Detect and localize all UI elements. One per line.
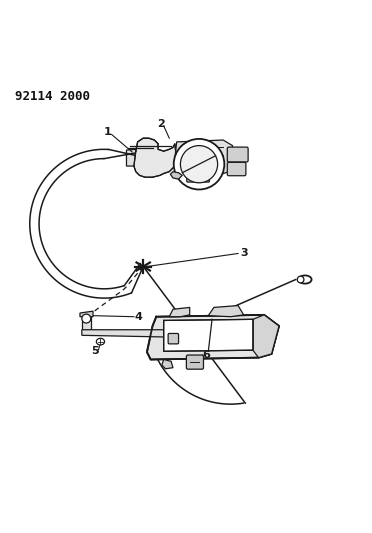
FancyBboxPatch shape (187, 172, 209, 182)
Polygon shape (175, 140, 232, 175)
Text: 6: 6 (202, 350, 211, 360)
Text: 1: 1 (103, 127, 111, 137)
Polygon shape (208, 305, 244, 317)
Polygon shape (170, 172, 182, 179)
Ellipse shape (298, 276, 311, 284)
Polygon shape (82, 330, 175, 337)
Text: 5: 5 (91, 346, 99, 357)
Text: 2: 2 (157, 119, 164, 128)
Polygon shape (169, 308, 190, 317)
Text: 4: 4 (134, 312, 142, 322)
Ellipse shape (297, 276, 304, 283)
Polygon shape (82, 315, 91, 330)
FancyBboxPatch shape (227, 147, 248, 162)
Polygon shape (147, 315, 279, 359)
Polygon shape (80, 311, 93, 317)
Circle shape (82, 314, 91, 323)
Circle shape (174, 139, 224, 190)
FancyBboxPatch shape (186, 355, 203, 369)
Polygon shape (164, 319, 253, 351)
Polygon shape (126, 149, 138, 166)
Polygon shape (162, 359, 173, 369)
Text: 3: 3 (240, 248, 247, 259)
FancyBboxPatch shape (168, 334, 179, 344)
Circle shape (180, 146, 218, 183)
Text: 92114 2000: 92114 2000 (15, 90, 90, 103)
Polygon shape (253, 315, 279, 358)
Ellipse shape (96, 338, 105, 345)
Polygon shape (134, 138, 177, 177)
FancyBboxPatch shape (227, 163, 246, 176)
